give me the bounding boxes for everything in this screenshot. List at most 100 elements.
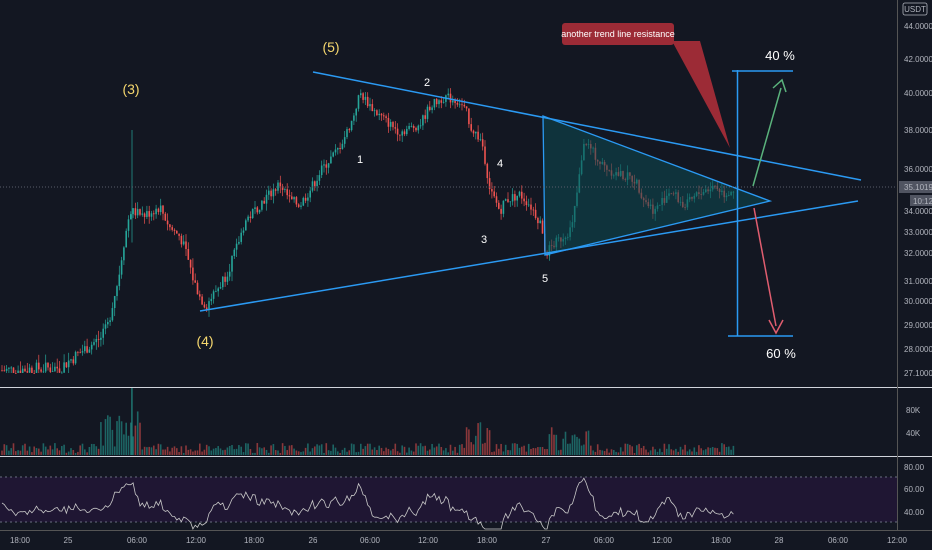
candle-body: [205, 307, 208, 310]
symmetrical-triangle[interactable]: [542, 115, 773, 256]
wave-label-2: 2: [424, 77, 430, 89]
candle-body: [481, 139, 484, 147]
price-tick: 42.0000: [904, 55, 932, 64]
volume-bar: [594, 451, 597, 455]
volume-bar: [295, 450, 298, 455]
volume-bar: [502, 451, 505, 455]
candle-body: [58, 368, 61, 373]
arrow-down-head-icon: [768, 319, 784, 335]
candle-body: [320, 165, 323, 176]
upper-trendline[interactable]: [312, 71, 862, 181]
candle-body: [256, 207, 259, 213]
currency-badge[interactable]: [902, 2, 928, 16]
candle-body: [81, 351, 84, 353]
candle-body: [518, 191, 521, 196]
volume-bar: [463, 447, 466, 455]
candle-body: [210, 298, 213, 302]
volume-bar: [210, 450, 213, 455]
price-axis[interactable]: USDT 44.0000 42.0000 40.0000 38.0000 36.…: [899, 2, 932, 378]
volume-bar: [111, 429, 114, 455]
volume-bar: [622, 451, 624, 455]
volume-bar: [19, 450, 22, 455]
volume-bar: [438, 443, 440, 455]
candle-body: [109, 320, 111, 323]
candle-body: [383, 115, 385, 117]
volume-bar: [38, 448, 40, 455]
candle-body: [102, 328, 104, 338]
volume-bar: [537, 447, 539, 455]
volume-bar: [15, 451, 17, 455]
volume-axis[interactable]: 80K 40K: [906, 406, 921, 438]
volume-bar: [90, 443, 93, 455]
volume-bar: [102, 445, 104, 455]
last-price-badge[interactable]: [899, 181, 932, 193]
candle-body: [261, 200, 263, 210]
volume-bar: [573, 434, 576, 455]
candle-body: [51, 371, 54, 372]
candle-body: [194, 280, 196, 283]
volume-bar: [242, 452, 245, 455]
candle-body: [12, 367, 15, 373]
candle-body: [86, 346, 88, 353]
candle-body: [279, 182, 282, 187]
volume-bar: [488, 430, 491, 455]
candle-body: [130, 214, 132, 220]
volume-bar: [8, 450, 10, 455]
lower-trendline[interactable]: [199, 200, 859, 312]
volume-bar: [479, 422, 482, 455]
candle-body: [42, 371, 45, 373]
rsi-tick: 40.00: [904, 508, 925, 517]
candle-body: [201, 296, 203, 305]
volume-bar: [679, 446, 682, 455]
callout-text: another trend line resistance: [561, 29, 675, 39]
wave-label-4: 4: [497, 158, 503, 170]
candle-body: [309, 190, 311, 198]
volume-bar: [408, 447, 410, 455]
candle-body: [61, 372, 63, 374]
time-axis[interactable]: 18:00 25 06:00 12:00 18:00 26 06:00 12:00 18:00 2…: [10, 536, 908, 545]
candle-body: [125, 230, 127, 248]
candle-body: [339, 148, 341, 149]
candle-body: [353, 115, 355, 121]
volume-bar: [373, 447, 376, 455]
volume-bar: [279, 452, 282, 455]
callout-box[interactable]: [562, 23, 674, 45]
candle-body: [118, 274, 121, 287]
candle-body: [417, 125, 420, 131]
volume-bar: [65, 452, 68, 455]
volume-bar: [58, 450, 61, 455]
candle-body: [8, 367, 10, 369]
breakdown-down-arrow[interactable]: [753, 207, 777, 327]
candle-body: [155, 208, 157, 215]
volume-bar: [134, 425, 137, 455]
candle-body: [304, 197, 307, 201]
candle-body: [438, 100, 440, 105]
candle-body: [196, 282, 199, 295]
volume-bar: [615, 451, 617, 455]
candle-body: [429, 106, 431, 111]
volume-bar: [723, 444, 725, 455]
candle-body: [435, 98, 438, 105]
price-tick: 30.0000: [904, 297, 932, 306]
candle-body: [74, 351, 77, 364]
candle-body: [392, 121, 394, 128]
volume-bar: [452, 450, 454, 455]
volume-bar: [249, 449, 252, 455]
volume-bar: [555, 434, 558, 455]
rsi-axis[interactable]: 80.00 60.00 40.00: [904, 463, 925, 517]
volume-bar: [546, 449, 548, 455]
volume-bar: [245, 443, 247, 455]
volume-bar: [362, 448, 364, 455]
volume-bar: [401, 445, 403, 455]
volume-bar: [228, 445, 231, 455]
time-tick: 12:00: [652, 536, 673, 545]
rsi-indicator: [1, 477, 734, 530]
time-tick: 26: [309, 536, 318, 545]
rsi-line: [1, 477, 734, 530]
volume-bar: [728, 446, 730, 455]
breakout-up-arrow[interactable]: [752, 87, 782, 187]
volume-bar: [516, 443, 518, 455]
volume-bar: [553, 434, 555, 455]
candle-body: [72, 359, 75, 364]
